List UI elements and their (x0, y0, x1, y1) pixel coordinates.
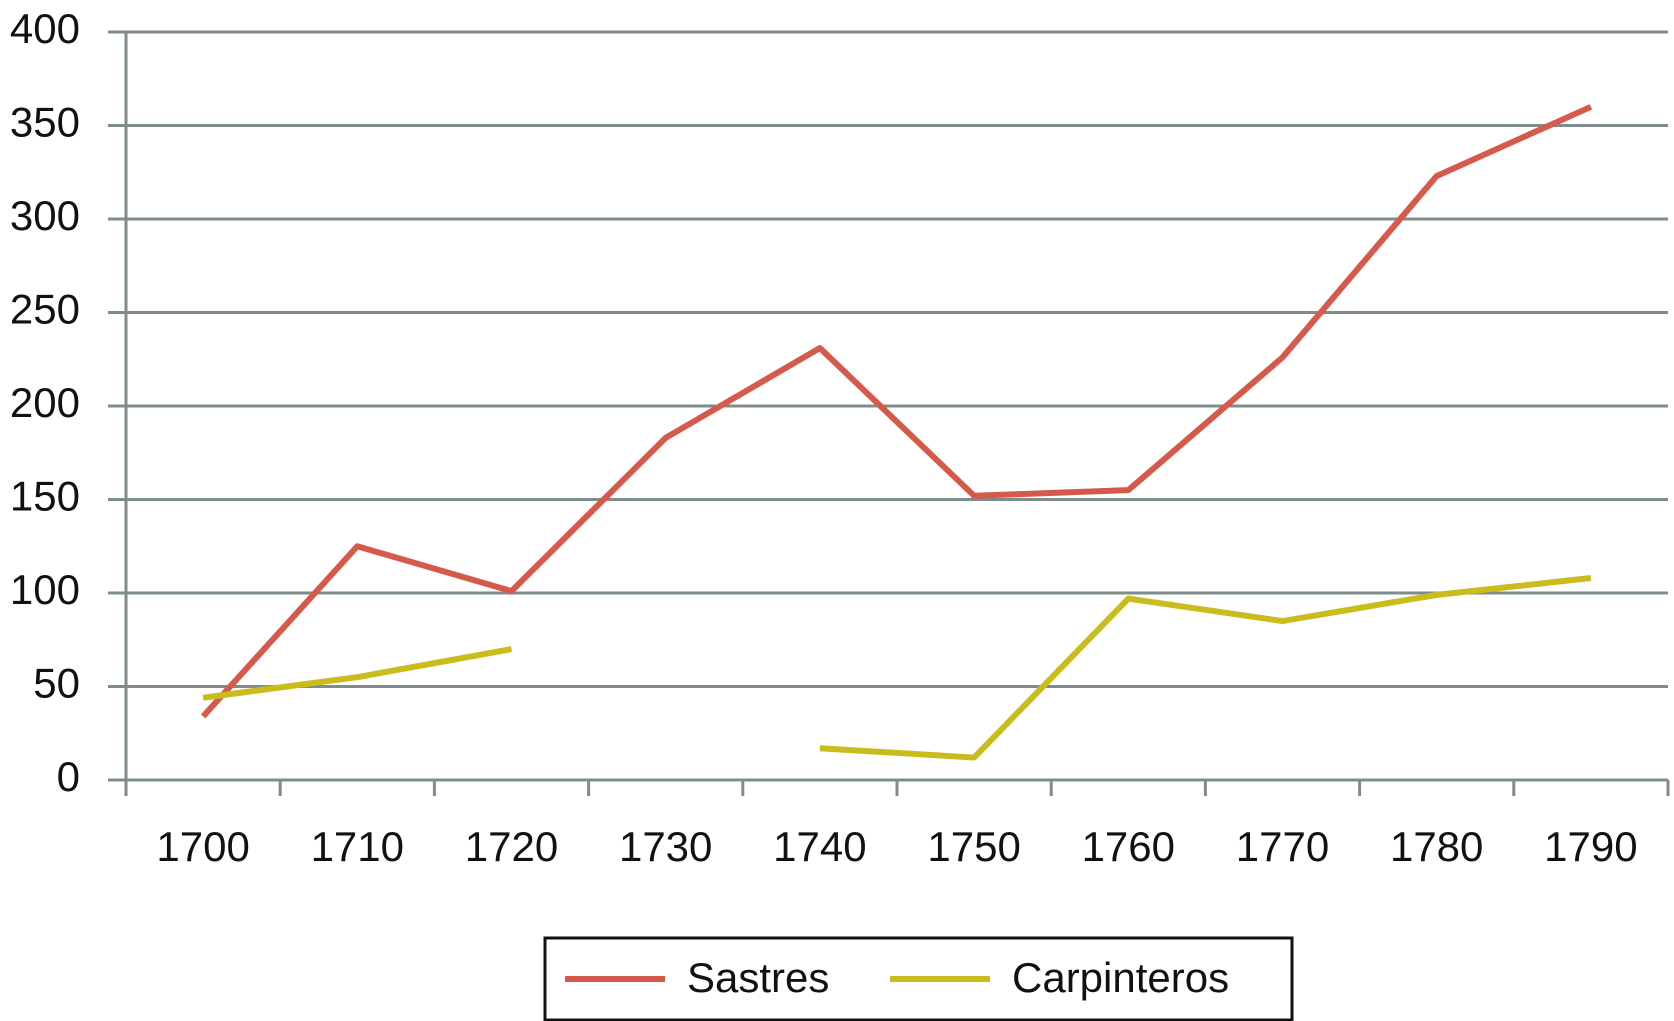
x-tick-label: 1720 (465, 823, 558, 870)
x-tick-label: 1740 (773, 823, 866, 870)
y-tick-label: 50 (33, 660, 80, 707)
x-tick-label: 1760 (1082, 823, 1175, 870)
x-tick-label: 1780 (1390, 823, 1483, 870)
x-tick-label: 1790 (1544, 823, 1637, 870)
x-tick-label: 1710 (311, 823, 404, 870)
x-tick-label: 1730 (619, 823, 712, 870)
legend-label: Sastres (687, 954, 829, 1001)
y-tick-label: 300 (10, 192, 80, 239)
y-tick-label: 200 (10, 379, 80, 426)
x-tick-label: 1750 (927, 823, 1020, 870)
y-tick-label: 250 (10, 286, 80, 333)
y-tick-label: 400 (10, 5, 80, 52)
series-line (202, 575, 1592, 761)
y-tick-label: 0 (57, 753, 80, 800)
x-tick-label: 1770 (1236, 823, 1329, 870)
y-tick-label: 350 (10, 99, 80, 146)
series-line (200, 104, 1593, 719)
legend-label: Carpinteros (1012, 954, 1229, 1001)
y-tick-label: 150 (10, 473, 80, 520)
x-tick-label: 1700 (156, 823, 249, 870)
y-tick-label: 100 (10, 566, 80, 613)
